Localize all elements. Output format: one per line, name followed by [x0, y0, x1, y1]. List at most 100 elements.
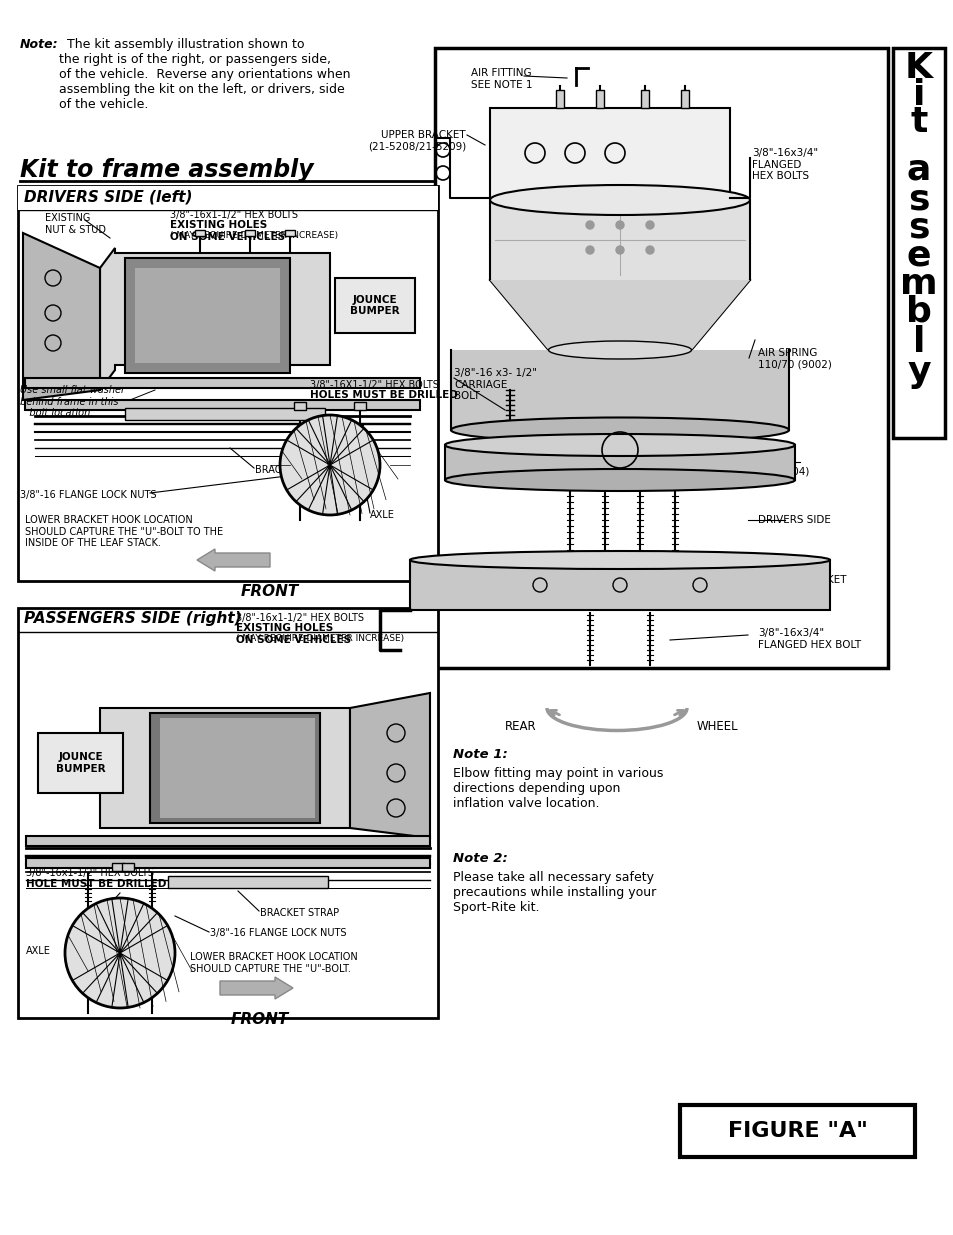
Text: LOWER BRACKET HOOK LOCATION
SHOULD CAPTURE THE "U"-BOLT TO THE
INSIDE OF THE LEA: LOWER BRACKET HOOK LOCATION SHOULD CAPTU…	[25, 515, 223, 548]
Bar	[285, 230, 294, 236]
Ellipse shape	[444, 469, 794, 492]
Bar	[135, 268, 280, 363]
Text: PASSENGERS SIDE (right): PASSENGERS SIDE (right)	[24, 611, 241, 626]
Bar	[451, 350, 788, 430]
Text: e: e	[905, 240, 930, 273]
Text: 3/8"-16X1-1/2" HEX BOLTS: 3/8"-16X1-1/2" HEX BOLTS	[310, 380, 438, 390]
Bar	[245, 230, 254, 236]
Text: WHEEL: WHEEL	[697, 720, 738, 734]
Bar	[150, 713, 319, 823]
Text: DRIVERS SIDE (left): DRIVERS SIDE (left)	[24, 189, 193, 204]
Text: s: s	[907, 211, 929, 245]
Bar	[38, 734, 123, 793]
Bar	[679, 1105, 914, 1157]
Bar	[18, 186, 437, 210]
Text: Use small flat washer
behind frame in this
   bolt location.: Use small flat washer behind frame in th…	[20, 385, 125, 419]
Ellipse shape	[410, 551, 829, 569]
Bar	[354, 403, 366, 410]
Text: HOLE MUST BE DRILLED: HOLE MUST BE DRILLED	[26, 879, 166, 889]
Bar	[18, 186, 437, 580]
Ellipse shape	[490, 185, 749, 215]
Bar	[25, 378, 419, 388]
Text: 3/8"-16x3/4"
FLANGED HEX BOLT: 3/8"-16x3/4" FLANGED HEX BOLT	[758, 629, 861, 650]
Bar	[160, 718, 314, 818]
Polygon shape	[23, 233, 100, 400]
Bar	[410, 559, 829, 610]
Bar	[194, 230, 205, 236]
Text: ( MAY REQUIRE DIAMETER INCREASE): ( MAY REQUIRE DIAMETER INCREASE)	[236, 634, 404, 643]
Polygon shape	[100, 248, 330, 390]
Text: AIR FITTING
SEE NOTE 1: AIR FITTING SEE NOTE 1	[471, 68, 532, 90]
Text: t: t	[909, 105, 926, 140]
Bar	[18, 608, 437, 1018]
Text: JOUNCE
BUMPER: JOUNCE BUMPER	[56, 752, 106, 774]
Bar	[335, 278, 415, 333]
Bar	[112, 863, 124, 871]
Text: BRACKET STRAP: BRACKET STRAP	[254, 466, 334, 475]
Bar	[892, 48, 944, 438]
Bar	[490, 107, 729, 198]
Text: The kit assembly illustration shown to
the right is of the right, or passengers : The kit assembly illustration shown to t…	[59, 38, 350, 111]
Bar	[490, 200, 749, 280]
Text: FRONT: FRONT	[240, 584, 299, 599]
Circle shape	[280, 415, 379, 515]
Text: FRONT: FRONT	[231, 1011, 289, 1028]
Ellipse shape	[548, 341, 691, 359]
FancyArrow shape	[196, 550, 270, 571]
Text: UPPER BRACKET
(21-5208/21-5209): UPPER BRACKET (21-5208/21-5209)	[367, 130, 465, 152]
Text: LOWER BRACKET
(21-5218): LOWER BRACKET (21-5218)	[758, 576, 845, 597]
Text: 3/8"-16 x3- 1/2"
CARRIAGE
BOLT: 3/8"-16 x3- 1/2" CARRIAGE BOLT	[454, 368, 537, 401]
Bar	[26, 836, 430, 846]
Bar	[680, 90, 688, 107]
Bar	[556, 90, 563, 107]
Bar	[122, 863, 133, 871]
Text: AXLE: AXLE	[370, 510, 395, 520]
Bar	[640, 90, 648, 107]
Ellipse shape	[444, 433, 794, 456]
Text: Elbow fitting may point in various
directions depending upon
inflation valve loc: Elbow fitting may point in various direc…	[453, 767, 662, 810]
Circle shape	[645, 221, 654, 228]
Bar	[596, 90, 603, 107]
Circle shape	[616, 246, 623, 254]
Text: FIGURE "A": FIGURE "A"	[727, 1121, 866, 1141]
Text: 3/8"-16 FLANGE LOCK NUTS: 3/8"-16 FLANGE LOCK NUTS	[210, 927, 346, 939]
Text: EXISTING
NUT & STUD: EXISTING NUT & STUD	[45, 212, 106, 235]
Text: AXLE: AXLE	[26, 946, 51, 956]
Polygon shape	[350, 693, 430, 839]
Circle shape	[616, 221, 623, 228]
FancyArrow shape	[220, 977, 293, 999]
Text: Note 2:: Note 2:	[453, 852, 507, 864]
Polygon shape	[490, 280, 749, 350]
Text: 3/8"-16x1-1/2" HEX BOLTS: 3/8"-16x1-1/2" HEX BOLTS	[26, 868, 153, 878]
Text: a: a	[906, 153, 930, 186]
Text: JOUNCE
BUMPER: JOUNCE BUMPER	[350, 295, 399, 316]
Text: EXISTING HOLES
ON SOME VEHICLES: EXISTING HOLES ON SOME VEHICLES	[170, 220, 285, 242]
Text: 3/8"-16x1-1/2" HEX BOLTS: 3/8"-16x1-1/2" HEX BOLTS	[236, 613, 364, 622]
Text: EXISTING HOLES
ON SOME VEHICLES: EXISTING HOLES ON SOME VEHICLES	[236, 622, 351, 645]
Bar	[26, 858, 430, 868]
Bar	[444, 445, 794, 480]
Text: b: b	[905, 295, 931, 329]
Text: y: y	[906, 354, 930, 389]
Text: REAR: REAR	[505, 720, 537, 734]
Text: Note 1:: Note 1:	[453, 748, 507, 761]
Text: Please take all necessary safety
precautions while installing your
Sport-Rite ki: Please take all necessary safety precaut…	[453, 871, 656, 914]
Bar	[435, 48, 887, 668]
Ellipse shape	[451, 417, 788, 442]
Bar	[25, 400, 419, 410]
Bar	[125, 408, 325, 420]
Text: ( MAY REQUIRE DIAMETER INCREASE): ( MAY REQUIRE DIAMETER INCREASE)	[170, 231, 337, 240]
Text: i: i	[912, 78, 924, 112]
Text: K: K	[904, 51, 932, 85]
Text: Note:: Note:	[20, 38, 58, 51]
Circle shape	[645, 246, 654, 254]
Circle shape	[585, 246, 594, 254]
Text: AIR SPRING
110/70 (9002): AIR SPRING 110/70 (9002)	[758, 348, 831, 369]
Text: BRACKET STRAP: BRACKET STRAP	[260, 908, 338, 918]
Text: LOWER BRACKET HOOK LOCATION
SHOULD CAPTURE THE "U"-BOLT.: LOWER BRACKET HOOK LOCATION SHOULD CAPTU…	[190, 952, 357, 973]
Text: DRIVERS SIDE: DRIVERS SIDE	[758, 515, 830, 525]
Text: l: l	[912, 325, 924, 359]
Text: s: s	[907, 183, 929, 217]
Text: m: m	[900, 267, 937, 301]
Text: HOLES MUST BE DRILLED: HOLES MUST BE DRILLED	[310, 390, 457, 400]
